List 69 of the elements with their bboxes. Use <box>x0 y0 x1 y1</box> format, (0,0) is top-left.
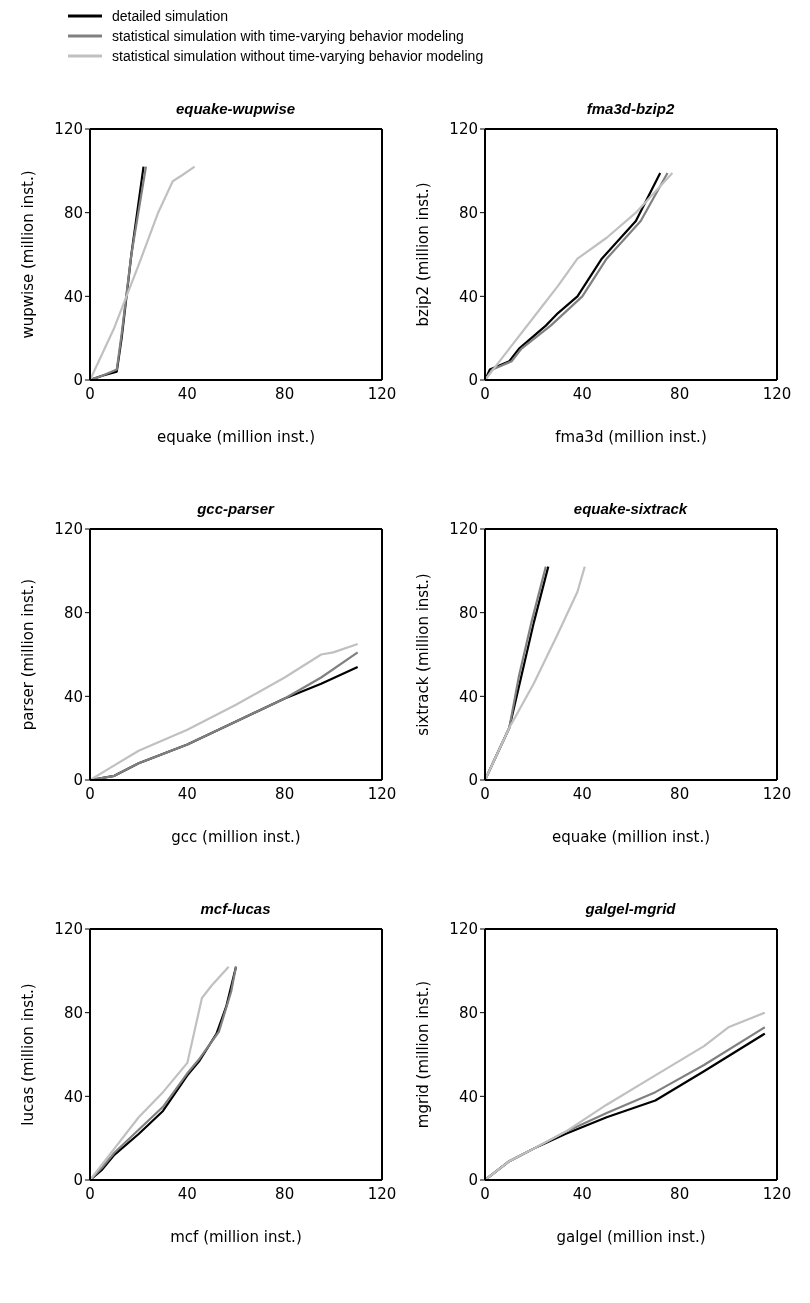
y-axis-title: lucas (million inst.) <box>19 983 38 1126</box>
x-tick-label: 80 <box>670 384 690 403</box>
y-tick-label: 0 <box>468 1171 478 1190</box>
y-tick-label: 120 <box>449 920 478 939</box>
x-tick-label: 40 <box>572 384 592 403</box>
x-axis-title: equake (million inst.) <box>551 828 711 846</box>
y-tick-label: 120 <box>449 120 478 139</box>
x-tick-label: 120 <box>367 384 397 403</box>
x-tick-label: 0 <box>85 1184 95 1203</box>
y-tick-label: 80 <box>458 203 478 222</box>
legend-label: detailed simulation <box>112 8 228 24</box>
y-tick-label: 40 <box>458 287 478 306</box>
x-tick-label: 120 <box>762 784 792 803</box>
x-tick-label: 80 <box>275 384 295 403</box>
y-axis-title: parser (million inst.) <box>19 578 38 731</box>
y-tick-label: 120 <box>54 520 83 539</box>
x-tick-label: 120 <box>762 384 792 403</box>
x-tick-label: 40 <box>572 1184 592 1203</box>
x-tick-label: 0 <box>480 384 490 403</box>
x-tick-label: 40 <box>177 384 197 403</box>
x-axis-title: galgel (million inst.) <box>556 1228 706 1246</box>
y-tick-label: 120 <box>449 520 478 539</box>
y-tick-label: 80 <box>63 603 83 622</box>
x-axis-title: equake (million inst.) <box>156 428 316 446</box>
x-tick-label: 0 <box>480 1184 490 1203</box>
x-tick-label: 120 <box>762 1184 792 1203</box>
x-axis-title: fma3d (million inst.) <box>555 428 707 446</box>
y-tick-label: 40 <box>63 1087 83 1106</box>
chart-title: equake-sixtrack <box>573 500 688 519</box>
y-axis-title: wupwise (million inst.) <box>19 170 38 339</box>
y-tick-label: 40 <box>458 687 478 706</box>
y-tick-label: 40 <box>458 1087 478 1106</box>
x-tick-label: 0 <box>480 784 490 803</box>
y-tick-label: 0 <box>73 1171 83 1190</box>
x-tick-label: 40 <box>177 1184 197 1203</box>
x-tick-label: 40 <box>572 784 592 803</box>
x-tick-label: 40 <box>177 784 197 803</box>
x-tick-label: 0 <box>85 784 95 803</box>
y-tick-label: 120 <box>54 920 83 939</box>
y-axis-title: sixtrack (million inst.) <box>414 573 433 736</box>
y-tick-label: 0 <box>468 371 478 390</box>
y-tick-label: 40 <box>63 687 83 706</box>
legend-label: statistical simulation without time-varying behavior modeling <box>112 48 484 64</box>
y-tick-label: 80 <box>458 1003 478 1022</box>
x-tick-label: 0 <box>85 384 95 403</box>
y-tick-label: 0 <box>468 771 478 790</box>
x-axis-title: gcc (million inst.) <box>171 828 301 846</box>
legend-label: statistical simulation with time-varying behavior modeling <box>112 28 464 44</box>
x-tick-label: 80 <box>275 1184 295 1203</box>
x-tick-label: 80 <box>275 784 295 803</box>
y-axis-title: bzip2 (million inst.) <box>414 182 433 327</box>
x-axis-title: mcf (million inst.) <box>170 1228 302 1246</box>
y-tick-label: 0 <box>73 771 83 790</box>
chart-title: mcf-lucas <box>200 900 271 919</box>
y-tick-label: 0 <box>73 371 83 390</box>
x-tick-label: 80 <box>670 784 690 803</box>
chart-title: equake-wupwise <box>175 100 296 119</box>
y-tick-label: 80 <box>458 603 478 622</box>
chart-title: fma3d-bzip2 <box>586 100 675 119</box>
y-tick-label: 80 <box>63 203 83 222</box>
x-tick-label: 120 <box>367 784 397 803</box>
y-tick-label: 120 <box>54 120 83 139</box>
chart-title: gcc-parser <box>197 500 274 519</box>
x-tick-label: 120 <box>367 1184 397 1203</box>
y-axis-title: mgrid (million inst.) <box>414 980 433 1129</box>
chart-title: galgel-mgrid <box>585 900 676 919</box>
y-tick-label: 40 <box>63 287 83 306</box>
y-tick-label: 80 <box>63 1003 83 1022</box>
x-tick-label: 80 <box>670 1184 690 1203</box>
